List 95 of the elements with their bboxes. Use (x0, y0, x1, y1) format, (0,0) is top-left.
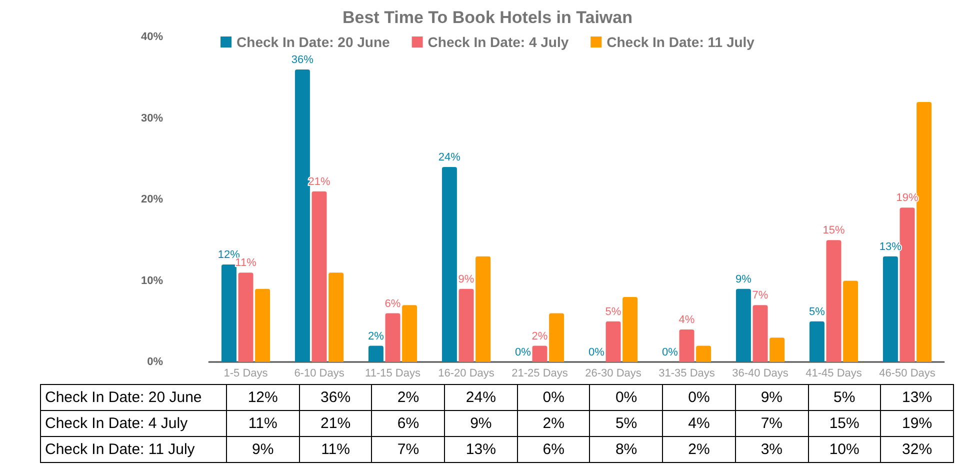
bar (606, 321, 621, 362)
text: 9% (458, 273, 474, 286)
legend-label: Check In Date: 11 July (606, 34, 755, 50)
bar (458, 288, 474, 362)
bar (402, 305, 418, 362)
bar (843, 280, 858, 362)
x-tick-label: 1-5 Days (224, 368, 268, 380)
text: 24% (438, 152, 460, 164)
text: 4% (678, 314, 695, 326)
text: 36% (291, 54, 314, 66)
data-label: 19% (880, 410, 954, 436)
legend-label: Check In Date: 4 July (428, 34, 569, 50)
bar (312, 191, 327, 362)
data-label: 13% (880, 384, 954, 410)
bar (385, 313, 400, 362)
data-label: 7% (735, 410, 808, 436)
text: 5% (605, 306, 622, 318)
data-label: 8% (590, 436, 663, 462)
bar (900, 208, 915, 362)
data-label: 24% (444, 384, 518, 410)
bar (328, 272, 344, 362)
x-tick-label: 31-35 Days (658, 368, 716, 380)
data-label: 13% (444, 436, 518, 462)
bar (916, 102, 932, 362)
text: Check In Date: 20 June (45, 389, 202, 406)
data-label: 7% (372, 436, 445, 462)
data-label: 6% (372, 410, 445, 436)
data-label: 0% (662, 384, 736, 410)
text: 6% (384, 298, 401, 310)
bar (752, 305, 768, 362)
y-tick-label: 30% (140, 112, 164, 124)
data-label: 9% (735, 384, 808, 410)
data-label: 32% (880, 436, 954, 462)
data-label: 9% (226, 436, 300, 462)
text: 5% (808, 306, 825, 318)
bar (532, 346, 548, 362)
bar (255, 288, 270, 362)
bar (221, 264, 236, 362)
data-label: 10% (808, 436, 881, 462)
bar (622, 297, 638, 362)
bar (238, 272, 254, 362)
data-label: 0% (517, 384, 590, 410)
data-label: 2% (372, 384, 445, 410)
x-tick-label: 36-40 Days (732, 368, 789, 380)
data-label: 12% (226, 384, 300, 410)
data-label: 2% (517, 410, 590, 436)
bar (368, 346, 384, 362)
y-tick-label: 10% (140, 274, 164, 287)
data-label: 11% (299, 436, 372, 462)
data-label: 15% (808, 410, 881, 436)
text: Check In Date: 4 July (45, 415, 188, 432)
bar (679, 330, 694, 362)
x-tick-label: 21-25 Days (512, 368, 568, 380)
bar (294, 70, 310, 362)
bar (549, 313, 564, 362)
x-tick-label: 41-45 Days (806, 368, 862, 380)
text: 15% (822, 224, 845, 237)
data-label: 2% (662, 436, 736, 462)
bar (826, 240, 842, 362)
text: 11% (235, 257, 256, 270)
x-tick-label: 46-50 Days (879, 368, 936, 380)
y-tick-label: 0% (147, 356, 164, 368)
data-label: 36% (299, 384, 372, 410)
y-tick-label: 40% (140, 31, 164, 43)
text: 2% (368, 330, 384, 342)
bar (696, 346, 712, 362)
x-tick-label: 6-10 Days (294, 368, 345, 380)
data-label: 4% (662, 410, 736, 436)
legend-label: Check In Date: 20 June (236, 34, 390, 50)
text: 0% (514, 346, 531, 358)
chart-title: Best Time To Book Hotels in Taiwan (342, 8, 632, 27)
x-tick-label: 11-15 Days (365, 368, 421, 380)
bar (770, 338, 785, 362)
text: 7% (752, 290, 768, 302)
x-tick-label: 16-20 Days (438, 368, 495, 380)
bar (476, 256, 491, 362)
text: 0% (662, 346, 678, 358)
data-label: 5% (808, 384, 881, 410)
bar (442, 167, 457, 362)
data-label: 5% (590, 410, 663, 436)
text: 9% (735, 273, 752, 286)
data-label: 9% (444, 410, 518, 436)
bar (809, 321, 824, 362)
bar (736, 288, 751, 362)
data-label: 6% (517, 436, 590, 462)
x-tick-label: 26-30 Days (585, 368, 642, 380)
data-label: 21% (299, 410, 372, 436)
y-tick-label: 20% (140, 194, 164, 206)
text: 0% (588, 346, 604, 358)
data-label: 11% (226, 410, 300, 436)
data-label: 0% (590, 384, 663, 410)
data-label: 3% (735, 436, 808, 462)
text: Check In Date: 11 July (45, 441, 195, 458)
text: 2% (532, 330, 548, 342)
bar (882, 256, 898, 362)
